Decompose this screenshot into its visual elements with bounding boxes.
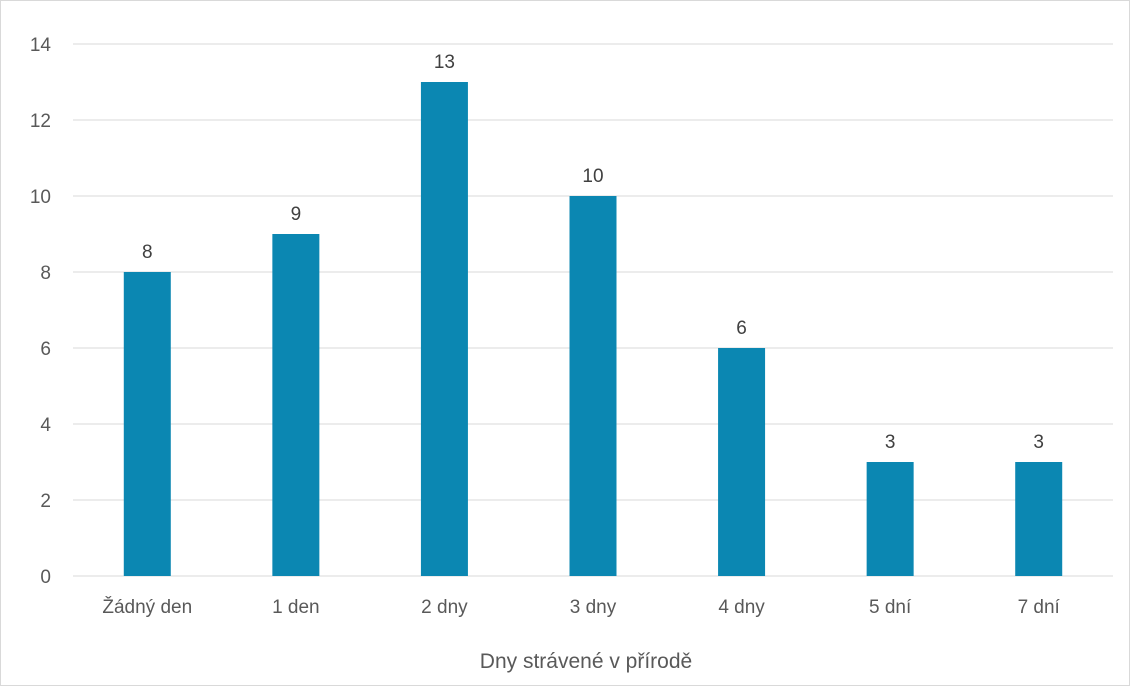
x-tick-label: 3 dny <box>570 597 617 618</box>
bar <box>569 196 617 576</box>
x-tick-label: 2 dny <box>421 597 468 618</box>
x-tick-label: 7 dní <box>1018 597 1061 618</box>
x-tick-label: 4 dny <box>718 597 765 618</box>
x-axis-tick-labels: Žádný den 1 den 2 dny 3 dny 4 dny 5 dní 7 dní <box>102 596 1060 618</box>
x-tick-label: 5 dní <box>869 597 912 618</box>
y-tick-label: 6 <box>40 339 51 360</box>
y-tick-label: 2 <box>40 491 51 512</box>
data-label: 9 <box>291 204 302 225</box>
x-tick-label: Žádný den <box>102 596 192 618</box>
y-tick-label: 14 <box>30 35 52 56</box>
bar <box>272 234 320 576</box>
bars <box>123 82 1063 576</box>
bar <box>123 272 171 576</box>
y-tick-label: 4 <box>40 415 51 436</box>
bar <box>420 82 468 576</box>
data-label: 6 <box>736 318 747 339</box>
bar <box>1015 462 1063 576</box>
data-label: 10 <box>582 166 603 187</box>
y-tick-label: 10 <box>30 187 51 208</box>
y-tick-label: 8 <box>40 263 51 284</box>
data-labels: 8 9 13 10 6 3 3 <box>142 52 1044 453</box>
data-label: 8 <box>142 242 153 263</box>
y-axis-tick-labels: 0 2 4 6 8 10 12 14 <box>30 35 52 588</box>
data-label: 3 <box>1033 432 1044 453</box>
y-tick-label: 0 <box>40 567 51 588</box>
data-label: 3 <box>885 432 896 453</box>
x-tick-label: 1 den <box>272 597 320 618</box>
y-tick-label: 12 <box>30 111 51 132</box>
data-label: 13 <box>434 52 455 73</box>
x-axis-title: Dny strávené v přírodě <box>480 650 692 673</box>
bar <box>718 348 766 576</box>
bar <box>866 462 914 576</box>
